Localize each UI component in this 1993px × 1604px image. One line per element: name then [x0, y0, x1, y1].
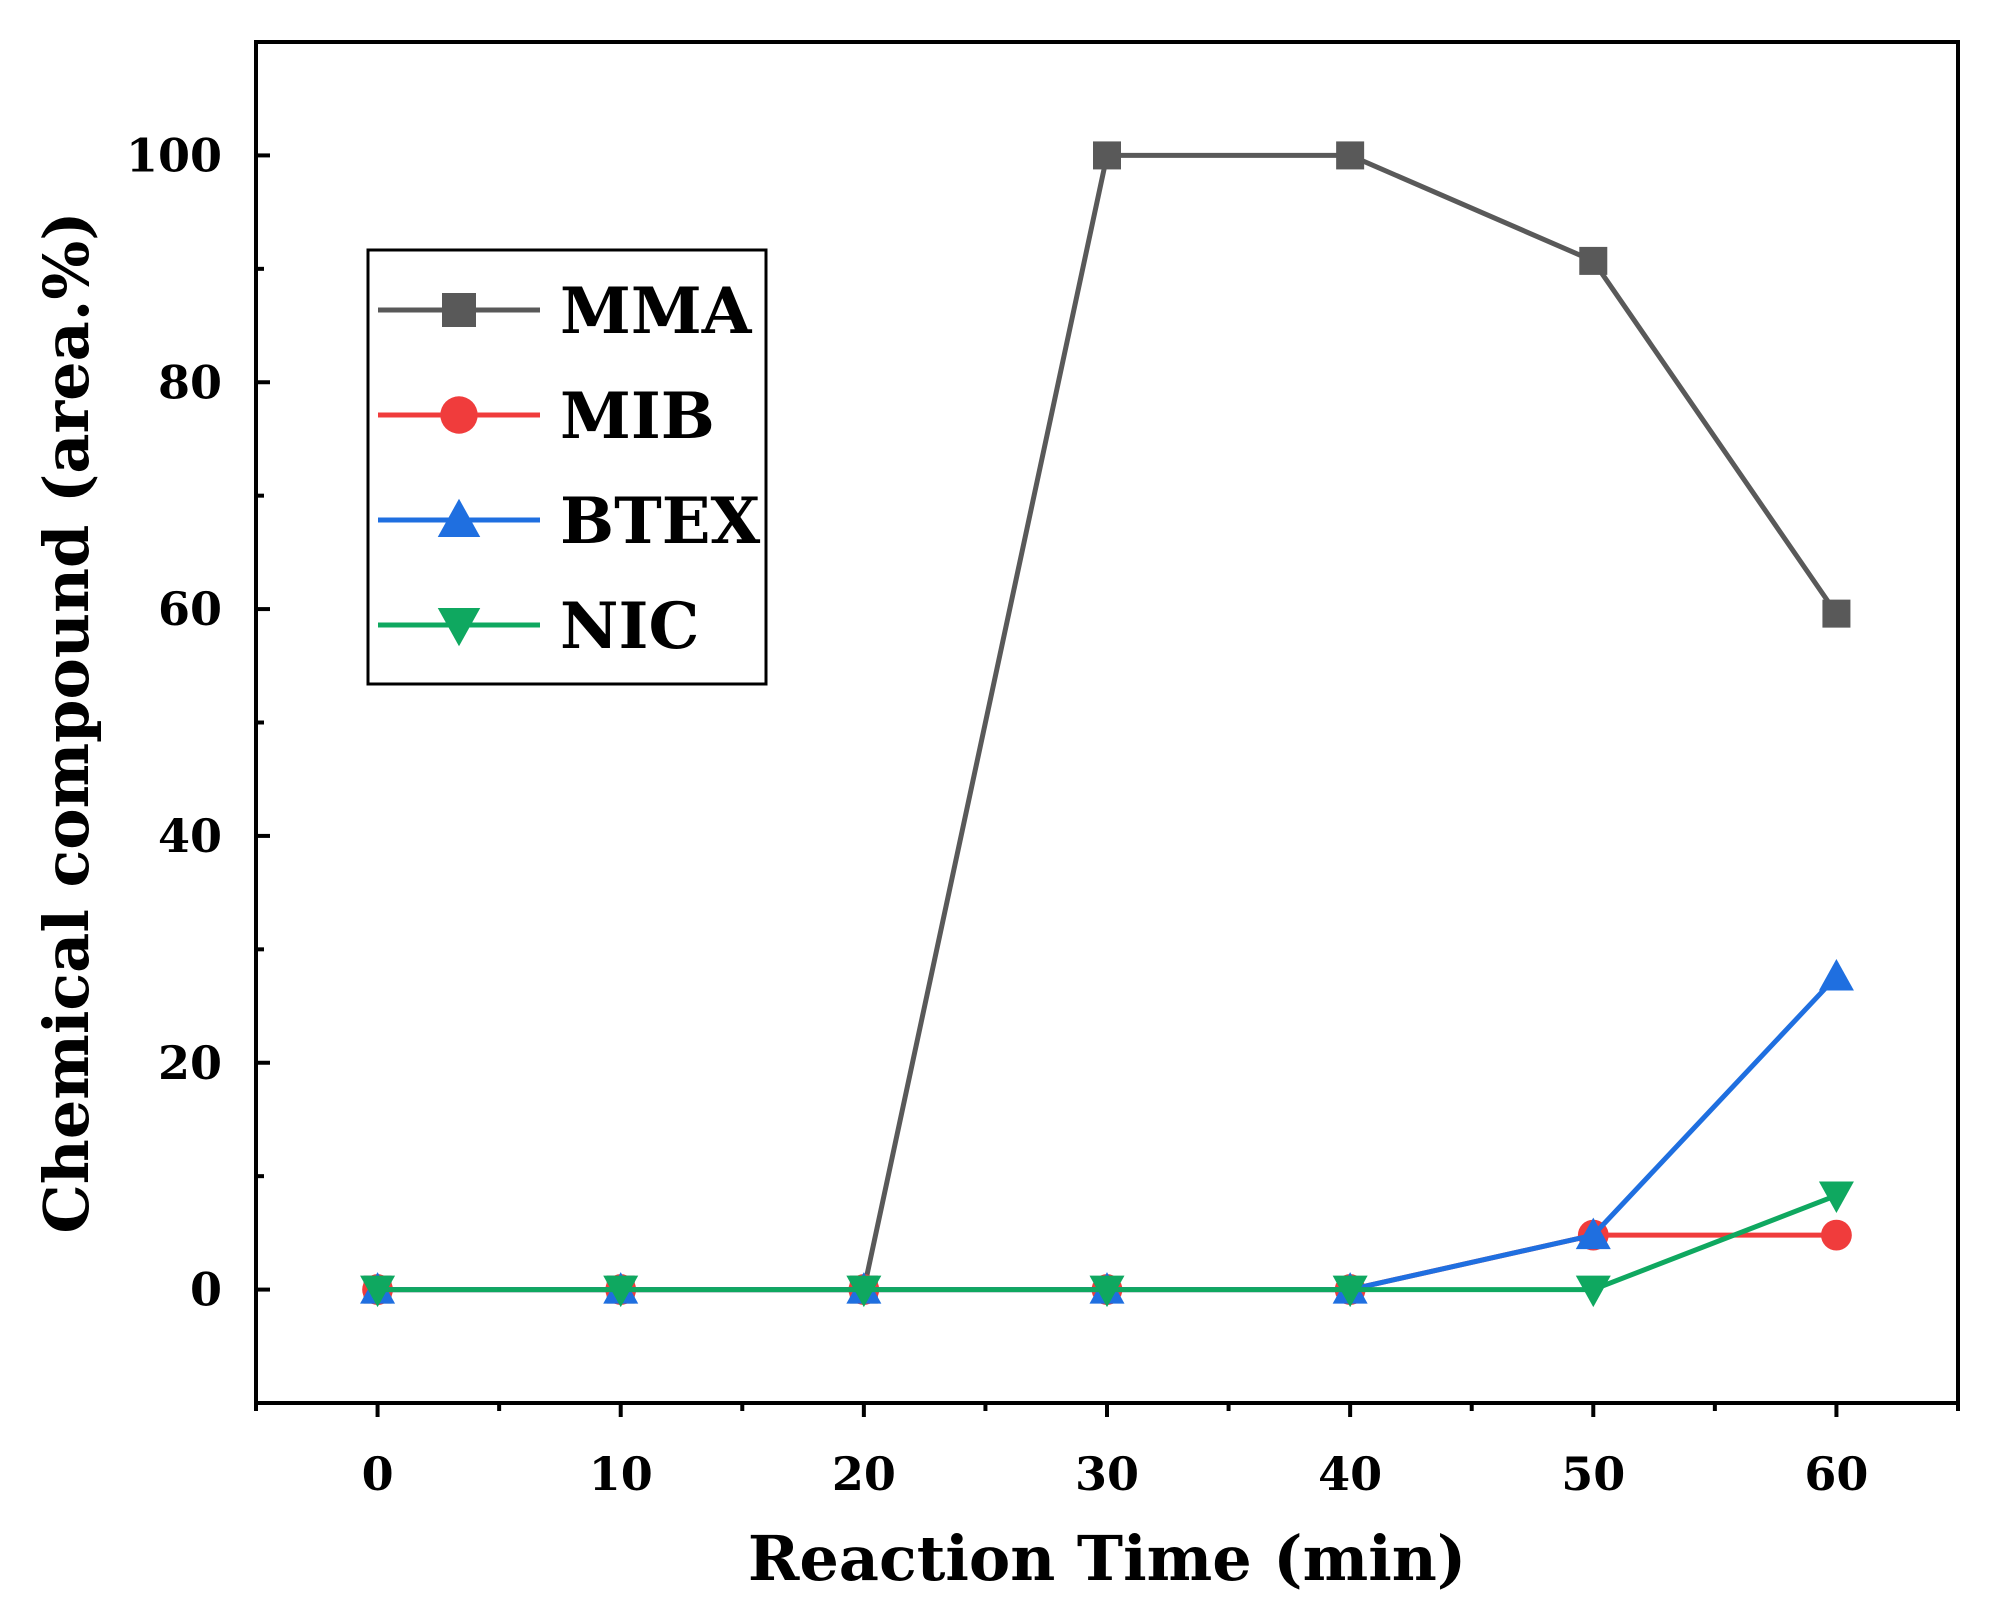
- y-tick-label: 60: [158, 582, 222, 636]
- y-tick-label: 80: [158, 355, 222, 409]
- y-axis-title: Chemical compound (area.%): [30, 211, 103, 1233]
- series-nic-point: [846, 1275, 882, 1308]
- series-nic-point: [1818, 1181, 1854, 1213]
- legend-marker-mib: [440, 396, 478, 434]
- series-btex-point: [1818, 959, 1854, 991]
- series-mma-point: [1822, 599, 1851, 628]
- x-tick-label: 40: [1318, 1447, 1382, 1501]
- legend-marker-mma: [442, 293, 476, 327]
- series-nic-point: [1332, 1275, 1368, 1308]
- legend-box: [366, 248, 768, 686]
- series-nic-point: [360, 1275, 396, 1308]
- series-btex: [360, 959, 1854, 1304]
- y-tick-label: 0: [190, 1263, 222, 1317]
- x-tick-label: 10: [589, 1447, 653, 1501]
- legend-item-nic: NIC: [378, 589, 699, 664]
- x-axis-title: Reaction Time (min): [748, 1522, 1466, 1595]
- y-tick-label: 100: [126, 128, 222, 182]
- x-tick-label: 0: [362, 1447, 394, 1501]
- x-tick-label: 60: [1804, 1447, 1868, 1501]
- legend-marker-nic: [437, 608, 481, 647]
- x-axis-ticks: 0 10 20 30 40 50 60: [254, 1403, 1960, 1501]
- legend-item-btex: BTEX: [378, 484, 761, 559]
- series-layer: [360, 141, 1854, 1308]
- series-btex-point: [1575, 1217, 1611, 1250]
- legend-label-nic: NIC: [560, 589, 699, 664]
- series-btex-line: [377, 974, 1839, 1293]
- series-nic: [360, 1181, 1854, 1308]
- x-tick-label: 30: [1075, 1447, 1139, 1501]
- series-nic-point: [1089, 1275, 1125, 1308]
- legend-item-mma: MMA: [378, 274, 753, 349]
- y-axis-ticks: 0 20 40 60 80 100: [126, 40, 270, 1405]
- series-nic-point: [1575, 1275, 1611, 1308]
- y-tick-label: 40: [158, 809, 222, 863]
- legend-label-mma: MMA: [560, 274, 753, 349]
- series-mib-point: [1821, 1219, 1852, 1251]
- y-tick-label: 20: [158, 1036, 222, 1090]
- series-mma-point: [1336, 141, 1365, 170]
- legend-item-mib: MIB: [378, 379, 715, 454]
- x-tick-label: 20: [832, 1447, 896, 1501]
- series-mma-point: [1579, 246, 1608, 275]
- legend-label-mib: MIB: [560, 379, 715, 454]
- legend-label-btex: BTEX: [560, 484, 761, 559]
- plot-frame: [254, 40, 1960, 1405]
- x-tick-label: 50: [1561, 1447, 1625, 1501]
- series-mma-point: [1093, 141, 1121, 170]
- legend-marker-btex: [437, 498, 481, 537]
- legend: MMA MIB BTEX NIC: [366, 248, 768, 686]
- series-nic-point: [603, 1275, 639, 1308]
